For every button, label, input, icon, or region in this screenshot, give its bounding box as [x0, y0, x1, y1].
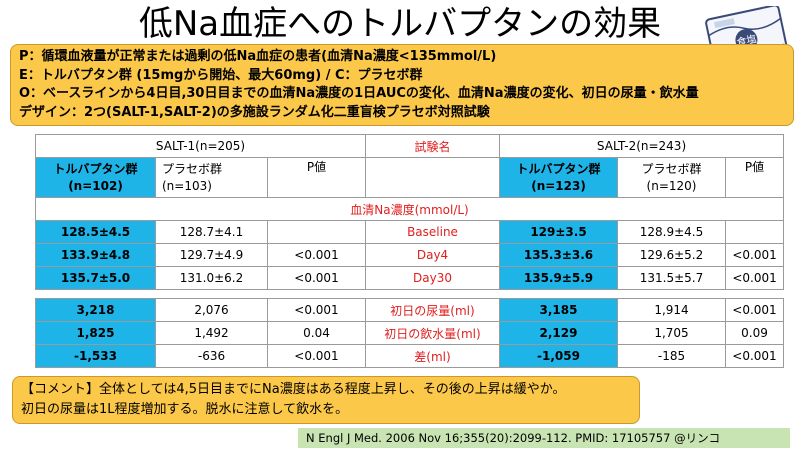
salt2-p-value: <0.001: [725, 266, 785, 290]
comment-box: 【コメント】全体としては4,5日目までにNa濃度はある程度上昇し、その後の上昇は…: [12, 376, 640, 424]
salt2-tolvaptan-value: 2,129: [499, 321, 618, 345]
salt2-p-value: <0.001: [725, 298, 784, 322]
citation: N Engl J Med. 2006 Nov 16;355(20):2099-1…: [298, 428, 790, 448]
row-label: Baseline: [365, 220, 501, 244]
salt1-placebo-value: 129.7±4.9: [155, 243, 268, 267]
pico-patient: P：循環血液量が正常または過剰の低Na血症の患者(血清Na濃度<135mmol/…: [19, 49, 497, 64]
salt1-tolvaptan-value: -1,533: [35, 344, 156, 368]
comment-line-2: 初日の尿量は1L程度増加する。脱水に注意して飲水を。: [21, 402, 349, 417]
salt2-p-value: <0.001: [725, 243, 785, 267]
salt1-tolvaptan-value: 135.7±5.0: [35, 266, 156, 290]
table-row: 3,218 2,076 <0.001 初日の尿量(ml) 3,185 1,914…: [35, 298, 784, 322]
salt1-tolvaptan-value: 3,218: [35, 298, 156, 322]
salt1-p-value-header: P値: [266, 157, 367, 198]
salt1-p-value: 0.04: [267, 321, 366, 345]
section-label: 血清Na濃度(mmol/L): [34, 197, 785, 221]
salt1-tolvaptan-value: 1,825: [35, 321, 156, 345]
salt1-placebo-value: 2,076: [155, 298, 268, 322]
table-row: 135.7±5.0 131.0±6.2 <0.001 Day30 135.9±5…: [35, 266, 785, 290]
salt2-tolvaptan-value: 3,185: [499, 298, 618, 322]
row-label: 初日の飲水量(ml): [365, 321, 500, 345]
salt2-placebo-value: 131.5±5.7: [617, 266, 727, 290]
page-title: 低Na血症へのトルバプタンの効果: [138, 4, 662, 44]
table-row: 1,825 1,492 0.04 初日の飲水量(ml) 2,129 1,705 …: [35, 321, 784, 345]
salt1-p-value: <0.001: [266, 243, 367, 267]
salt2-p-value: [725, 220, 785, 244]
pico-intervention-comparison: E：トルバプタン群 (15mgから開始、最大60mg) / C：プラセボ群: [19, 67, 423, 83]
salt1-tolvaptan-value: 133.9±4.8: [35, 243, 156, 267]
salt1-placebo-header: プラセボ群 (n=103): [155, 157, 268, 198]
pico-summary-box: P：循環血液量が正常または過剰の低Na血症の患者(血清Na濃度<135mmol/…: [10, 44, 794, 126]
salt1-p-value: <0.001: [267, 298, 366, 322]
table-row: 133.9±4.8 129.7±4.9 <0.001 Day4 135.3±3.…: [35, 243, 785, 267]
salt1-placebo-value: 128.7±4.1: [155, 220, 268, 244]
salt2-tolvaptan-header: トルバプタン群 (n=123): [499, 157, 619, 198]
salt2-tolvaptan-value: 135.3±3.6: [499, 243, 619, 267]
row-label: 差(ml): [365, 344, 500, 368]
sodium-results-table: SALT-1(n=205) 試験名 SALT-2(n=243) トルバプタン群 …: [34, 134, 785, 290]
salt1-header: SALT-1(n=205): [34, 134, 367, 158]
salt1-placebo-value: 1,492: [155, 321, 268, 345]
salt2-placebo-value: 1,705: [617, 321, 726, 345]
salt2-placebo-value: -185: [617, 344, 726, 368]
salt1-placebo-value: 131.0±6.2: [155, 266, 268, 290]
fluid-results-table: 3,218 2,076 <0.001 初日の尿量(ml) 3,185 1,914…: [35, 298, 784, 368]
salt2-tolvaptan-value: 135.9±5.9: [499, 266, 619, 290]
salt1-p-value: [266, 220, 367, 244]
salt1-p-value: <0.001: [266, 266, 367, 290]
table-row: 128.5±4.5 128.7±4.1 Baseline 129±3.5 128…: [35, 220, 785, 244]
salt2-p-value: 0.09: [725, 321, 784, 345]
salt2-placebo-header: プラセボ群 (n=120): [617, 157, 727, 198]
salt1-placebo-value: -636: [155, 344, 268, 368]
salt1-p-value: <0.001: [267, 344, 366, 368]
salt1-tolvaptan-header: トルバプタン群 (n=102): [35, 157, 156, 198]
salt2-header: SALT-2(n=243): [499, 134, 785, 158]
salt2-tolvaptan-value: -1,059: [499, 344, 618, 368]
blank-header-cell: [365, 157, 501, 198]
salt2-p-value: <0.001: [725, 344, 784, 368]
trial-name-header: 試験名: [365, 134, 501, 158]
salt2-tolvaptan-value: 129±3.5: [499, 220, 619, 244]
row-label: 初日の尿量(ml): [365, 298, 500, 322]
salt1-tolvaptan-value: 128.5±4.5: [35, 220, 156, 244]
table-row: -1,533 -636 <0.001 差(ml) -1,059 -185 <0.…: [35, 344, 784, 368]
salt2-placebo-value: 129.6±5.2: [617, 243, 727, 267]
salt2-placebo-value: 128.9±4.5: [617, 220, 727, 244]
pico-outcome: O：ベースラインから4日目,30日目までの血清Na濃度の1日AUCの変化、血清N…: [19, 86, 699, 101]
row-label: Day30: [365, 266, 501, 290]
row-label: Day4: [365, 243, 501, 267]
pico-design: デザイン：2つ(SALT-1,SALT-2)の多施設ランダム化二重盲検プラセボ対…: [19, 104, 490, 120]
comment-line-1: 【コメント】全体としては4,5日目までにNa濃度はある程度上昇し、その後の上昇は…: [21, 382, 566, 397]
salt2-p-value-header: P値: [725, 157, 785, 198]
salt2-placebo-value: 1,914: [617, 298, 726, 322]
